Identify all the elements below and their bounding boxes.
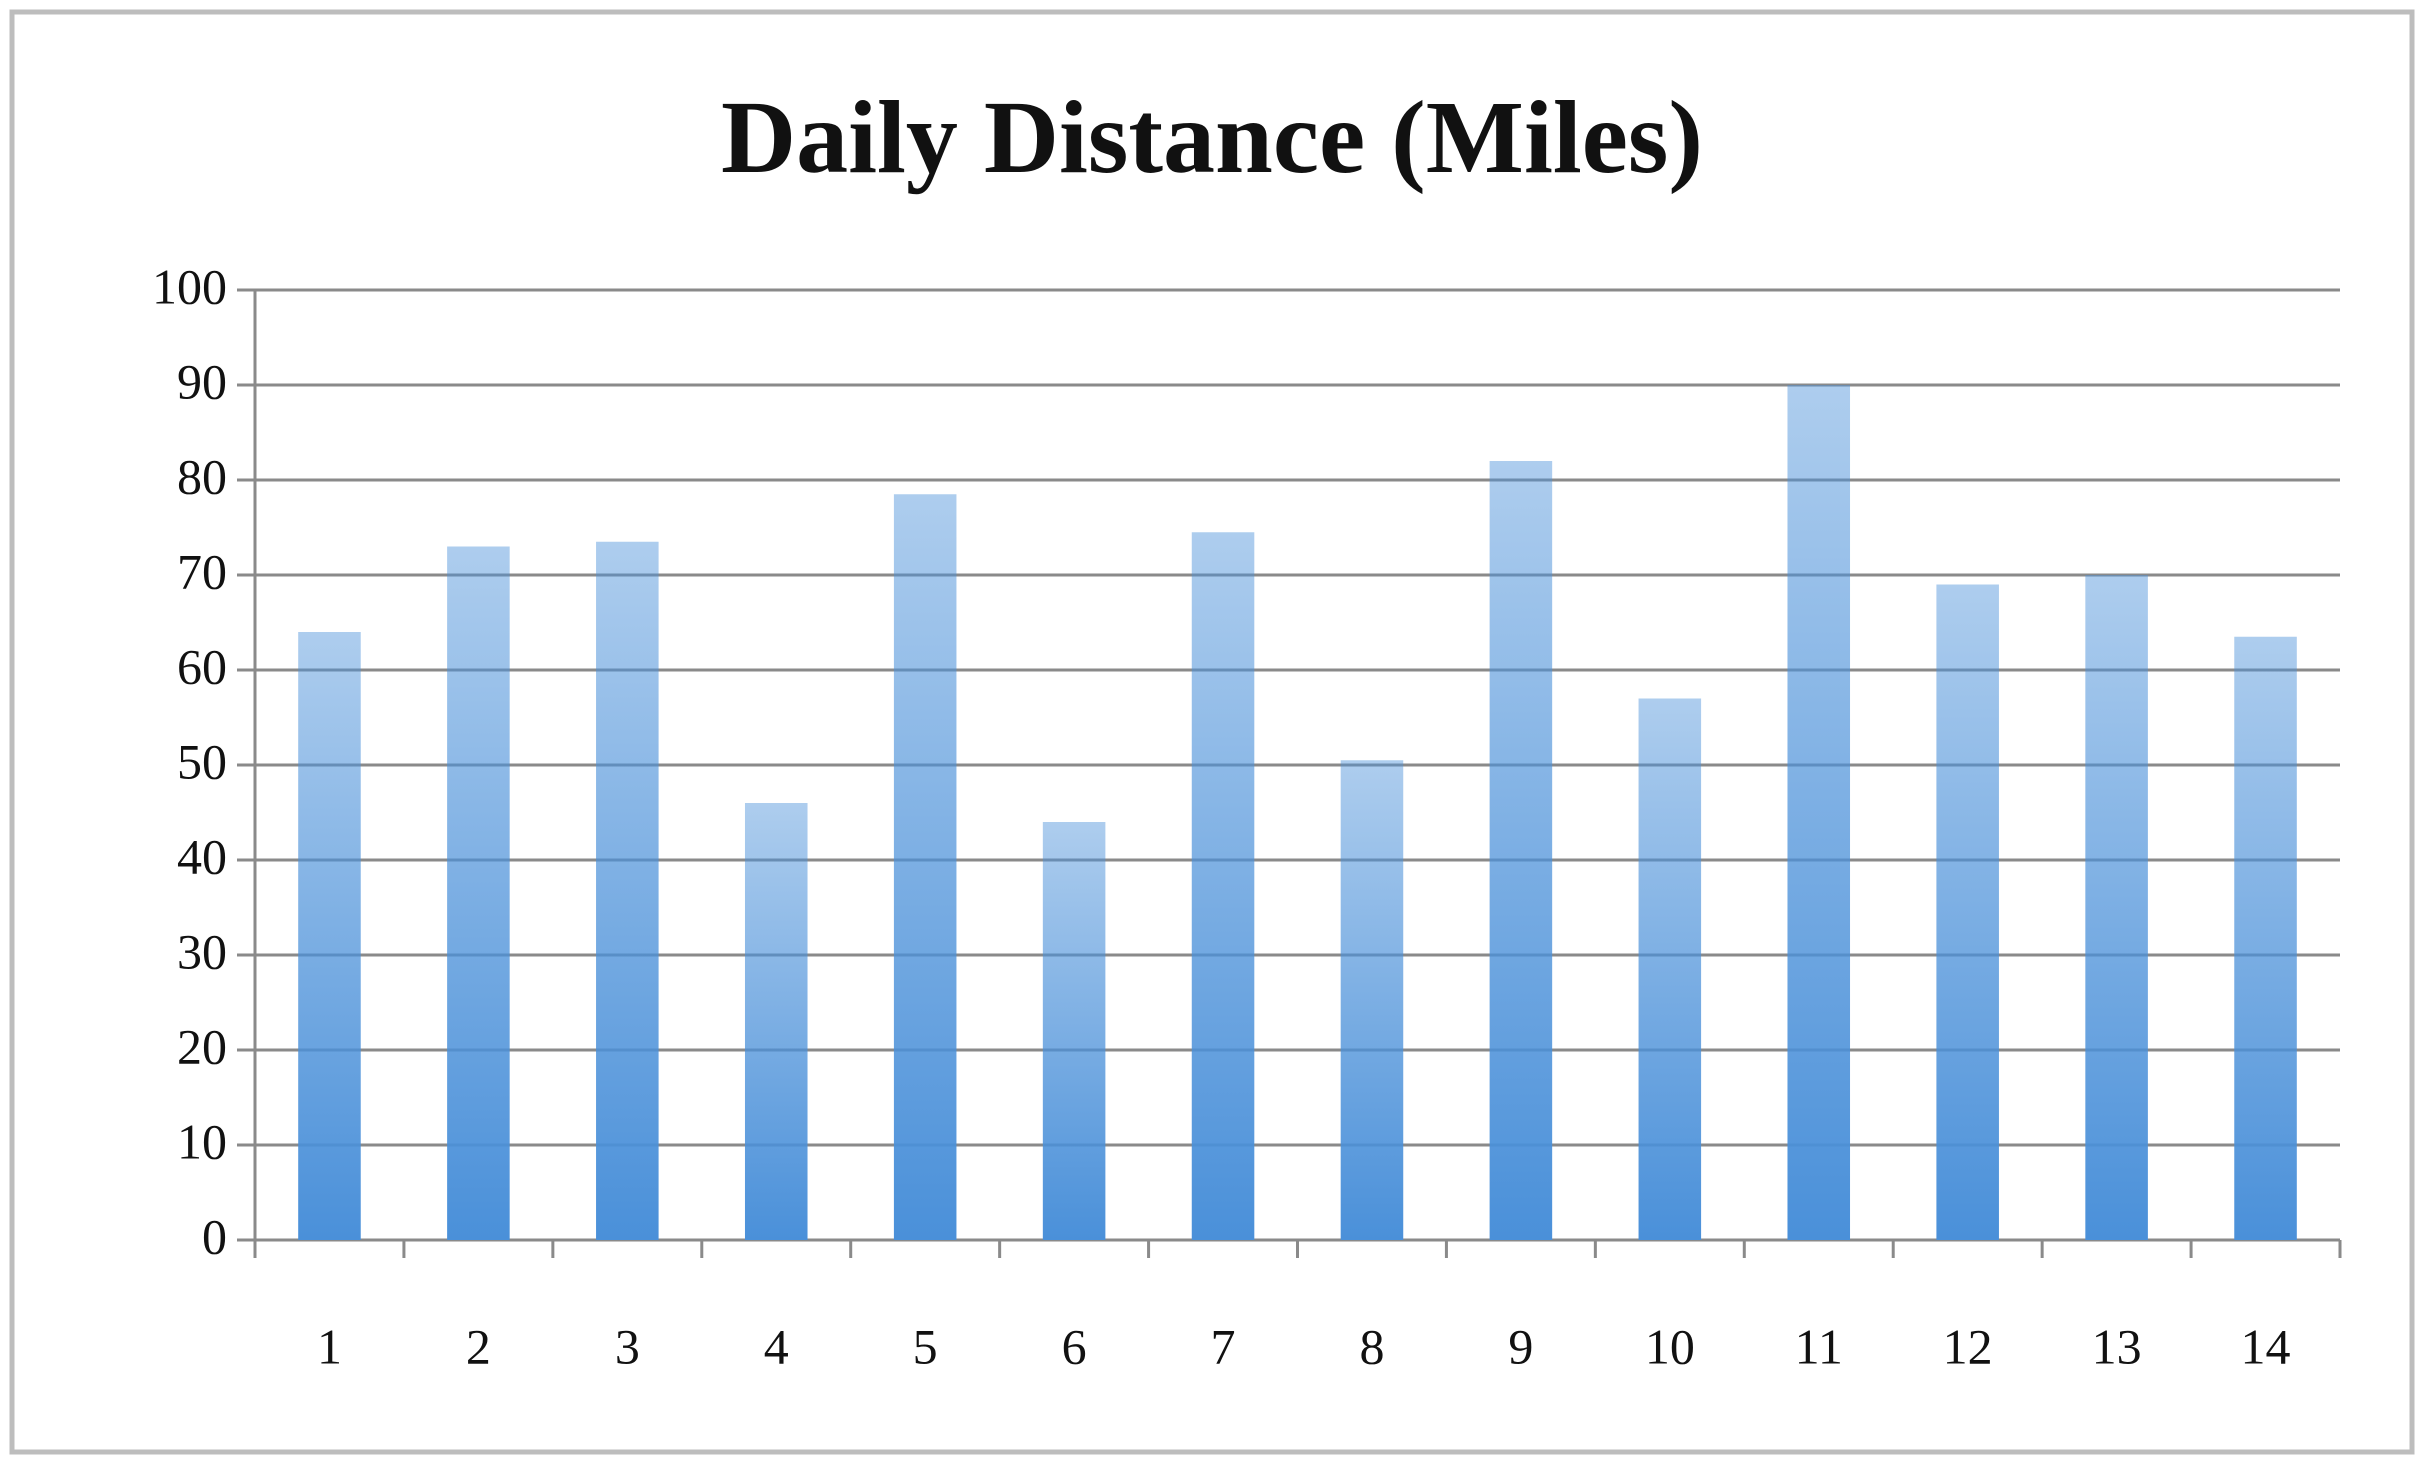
y-tick-label: 90 bbox=[177, 353, 227, 409]
x-tick-label: 6 bbox=[1062, 1318, 1087, 1374]
bar bbox=[2085, 575, 2148, 1240]
x-tick-label: 2 bbox=[466, 1318, 491, 1374]
x-tick-label: 11 bbox=[1795, 1318, 1843, 1374]
x-tick-label: 9 bbox=[1508, 1318, 1533, 1374]
bar bbox=[1489, 461, 1553, 1240]
x-tick-label: 8 bbox=[1359, 1318, 1384, 1374]
bar bbox=[1936, 584, 1999, 1240]
bar bbox=[298, 632, 361, 1240]
y-tick-label: 60 bbox=[177, 638, 227, 694]
y-tick-label: 20 bbox=[177, 1018, 227, 1074]
x-tick-label: 10 bbox=[1645, 1318, 1695, 1374]
bar bbox=[447, 546, 510, 1240]
y-tick-label: 70 bbox=[177, 543, 227, 599]
y-tick-label: 0 bbox=[202, 1208, 227, 1264]
x-tick-label: 1 bbox=[317, 1318, 342, 1374]
y-tick-label: 30 bbox=[177, 923, 227, 979]
bar bbox=[744, 803, 808, 1240]
y-tick-label: 100 bbox=[152, 258, 227, 314]
chart-title: Daily Distance (Miles) bbox=[721, 80, 1703, 195]
y-tick-label: 40 bbox=[177, 828, 227, 884]
bar bbox=[1787, 385, 1851, 1240]
bar bbox=[596, 541, 659, 1240]
bar bbox=[1638, 698, 1702, 1240]
bar bbox=[1340, 760, 1404, 1240]
x-tick-label: 13 bbox=[2092, 1318, 2142, 1374]
bar bbox=[2234, 636, 2297, 1240]
y-tick-label: 50 bbox=[177, 733, 227, 789]
bar bbox=[1042, 822, 1106, 1240]
y-tick-label: 80 bbox=[177, 448, 227, 504]
bar bbox=[1191, 532, 1255, 1240]
y-tick-label: 10 bbox=[177, 1113, 227, 1169]
x-tick-label: 3 bbox=[615, 1318, 640, 1374]
x-tick-label: 12 bbox=[1943, 1318, 1993, 1374]
x-tick-label: 4 bbox=[764, 1318, 789, 1374]
bar bbox=[893, 494, 957, 1240]
x-tick-label: 14 bbox=[2241, 1318, 2291, 1374]
x-tick-label: 7 bbox=[1211, 1318, 1236, 1374]
x-tick-label: 5 bbox=[913, 1318, 938, 1374]
